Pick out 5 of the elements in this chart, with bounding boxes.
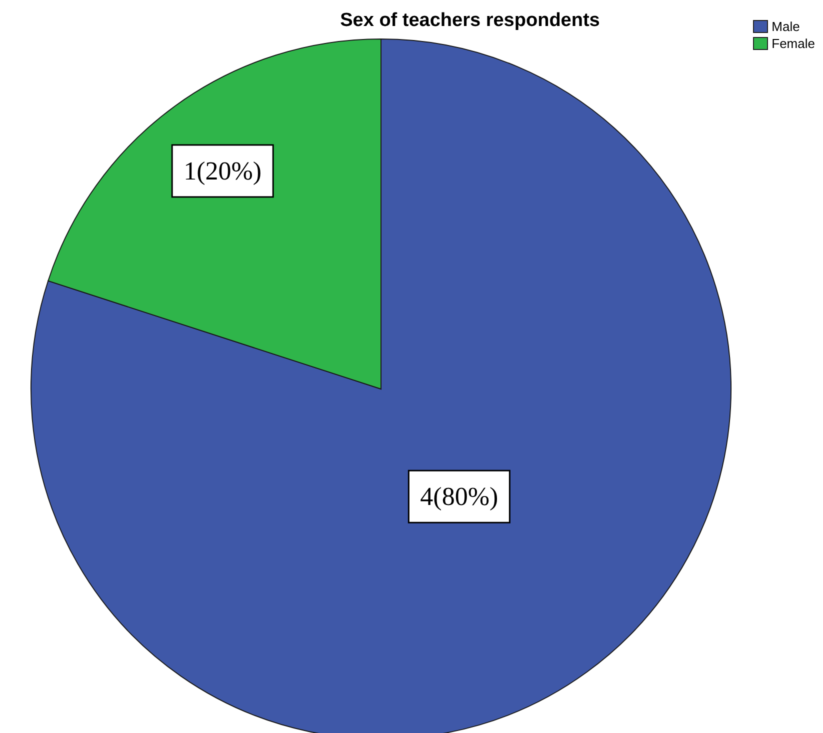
chart-title: Sex of teachers respondents xyxy=(340,10,600,31)
legend-label: Male xyxy=(772,19,800,34)
data-label: 4(80%) xyxy=(420,482,498,512)
legend-label: Female xyxy=(772,36,815,51)
data-label: 1(20%) xyxy=(184,156,262,186)
